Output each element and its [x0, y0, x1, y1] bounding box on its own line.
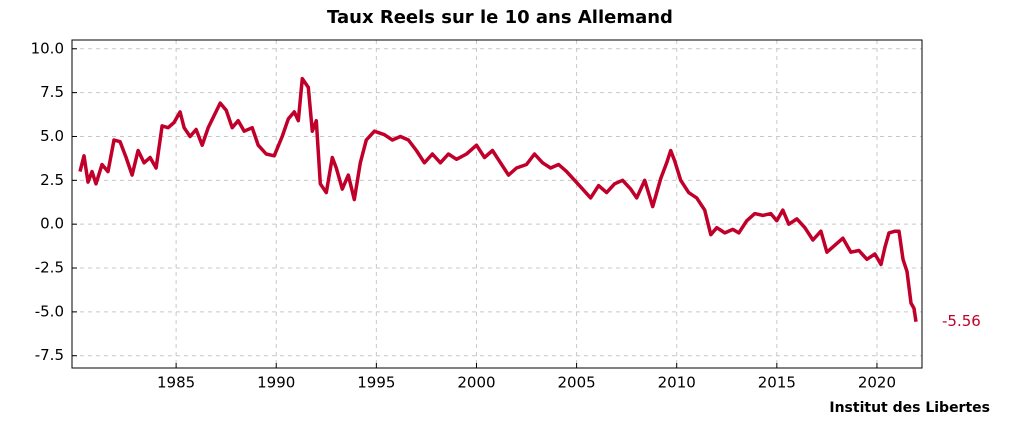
y-tick-label: 10.0 [31, 39, 64, 57]
x-tick-label: 1990 [257, 374, 295, 392]
plot-frame [71, 39, 923, 369]
y-tick-label: 7.5 [40, 83, 64, 101]
x-tick-label: 1985 [157, 374, 195, 392]
x-tick-label: 2000 [457, 374, 495, 392]
last-value-label: -5.56 [942, 312, 981, 330]
x-tick-label: 2010 [658, 374, 696, 392]
y-tick-label: 2.5 [40, 171, 64, 189]
source: Institut des Libertes [829, 400, 990, 416]
x-tick-label: 2005 [557, 374, 595, 392]
y-tick-label: 0.0 [40, 215, 64, 233]
x-tick-label: 2020 [858, 374, 896, 392]
y-tick-label: -7.5 [35, 346, 64, 364]
x-tick-label: 1995 [357, 374, 395, 392]
y-tick-label: 5.0 [40, 127, 64, 145]
y-tick-label: -5.0 [35, 302, 64, 320]
x-tick-label: 2015 [758, 374, 796, 392]
y-tick-label: -2.5 [35, 259, 64, 277]
line [78, 76, 918, 322]
chart-title: Taux Reels sur le 10 ans Allemand [327, 7, 673, 28]
